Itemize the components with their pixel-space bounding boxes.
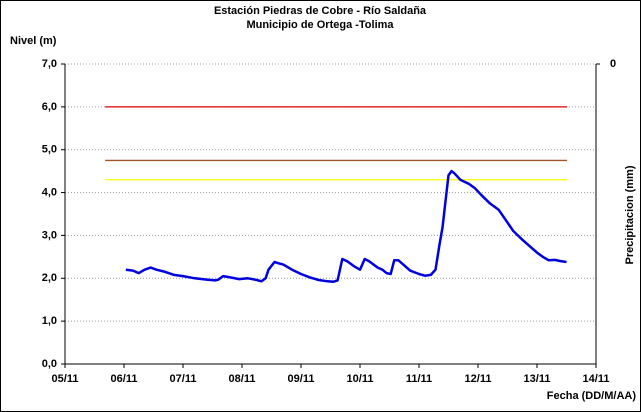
y-tick-label: 5,0 (42, 144, 57, 156)
x-tick-label: 10/11 (347, 373, 374, 385)
y-tick-label: 3,0 (42, 229, 57, 241)
x-tick-label: 05/11 (52, 373, 79, 385)
x-axis-label: Fecha (DD/M/AA) (547, 390, 637, 402)
y-tick-label: 0,0 (42, 358, 57, 370)
x-tick-label: 07/11 (170, 373, 197, 385)
x-tick-label: 06/11 (111, 373, 138, 385)
x-tick-label: 08/11 (229, 373, 256, 385)
y-tick-label: 7,0 (42, 58, 57, 70)
chart-title: Estación Piedras de Cobre - Río Saldaña (214, 5, 427, 17)
x-tick-label: 12/11 (465, 373, 492, 385)
y-tick-label: 6,0 (42, 101, 57, 113)
chart-subtitle: Municipio de Ortega -Tolima (246, 19, 394, 31)
level-line (125, 169, 567, 283)
x-tick-label: 14/11 (583, 373, 610, 385)
x-tick-label: 11/11 (406, 373, 432, 385)
y-tick-label: 1,0 (42, 315, 57, 327)
x-tick-label: 13/11 (524, 373, 551, 385)
y-axis-label: Nivel (m) (10, 35, 57, 47)
y-tick-label: 4,0 (42, 186, 57, 198)
y2-tick-label: 0 (610, 58, 616, 70)
y2-axis-label: Precipitacion (mm) (624, 165, 636, 264)
y-tick-label: 2,0 (42, 272, 57, 284)
x-tick-label: 09/11 (288, 373, 315, 385)
